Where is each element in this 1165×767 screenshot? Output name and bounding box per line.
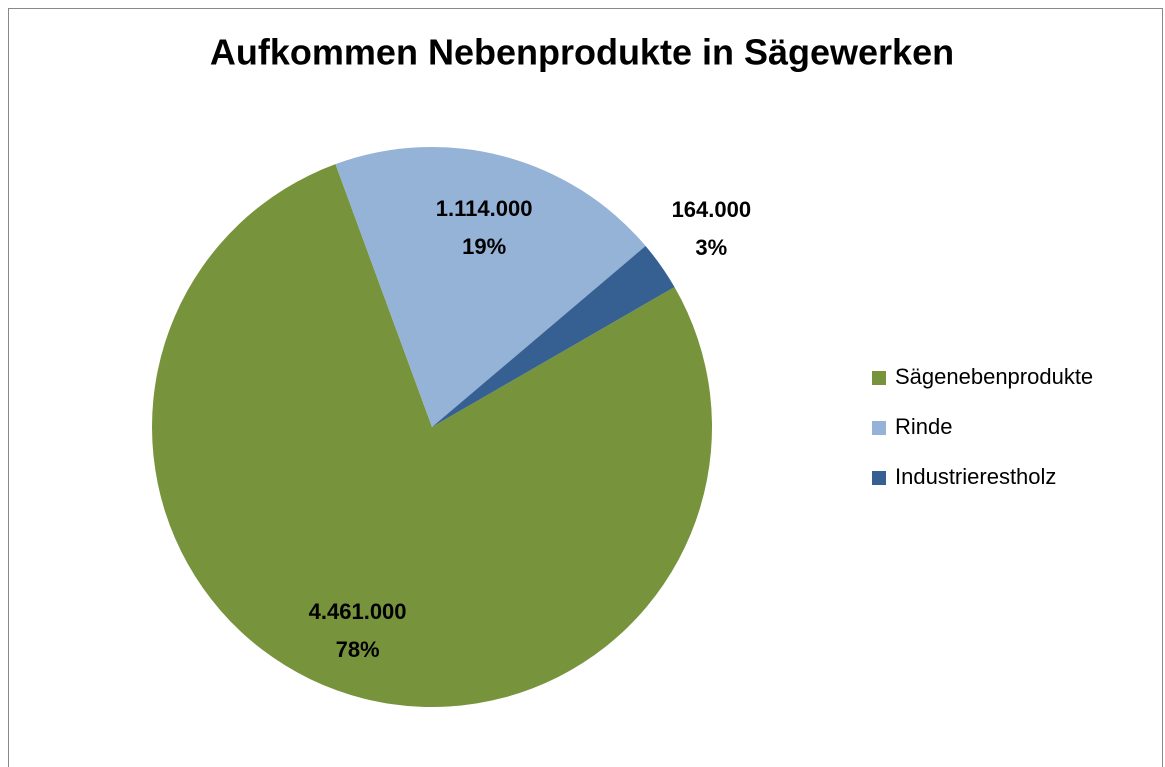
legend-label: Sägenebenprodukte: [895, 364, 1093, 389]
legend-swatch: [872, 471, 886, 485]
percentage-label: 19%: [462, 234, 506, 259]
value-label: 4.461.000: [309, 599, 407, 624]
value-label: 164.000: [672, 197, 752, 222]
value-label: 1.114.000: [436, 196, 533, 221]
legend-swatch: [872, 371, 886, 385]
percentage-label: 78%: [336, 637, 380, 662]
chart-title: Aufkommen Nebenprodukte in Sägewerken: [210, 32, 954, 73]
pie-slice: [432, 245, 675, 427]
percentage-label: 3%: [695, 235, 727, 260]
legend-label: Industrierestholz: [895, 464, 1056, 489]
pie-slice: [335, 147, 646, 428]
legend-swatch: [872, 421, 886, 435]
legend-label: Rinde: [895, 414, 952, 439]
pie-slice: [152, 164, 712, 708]
